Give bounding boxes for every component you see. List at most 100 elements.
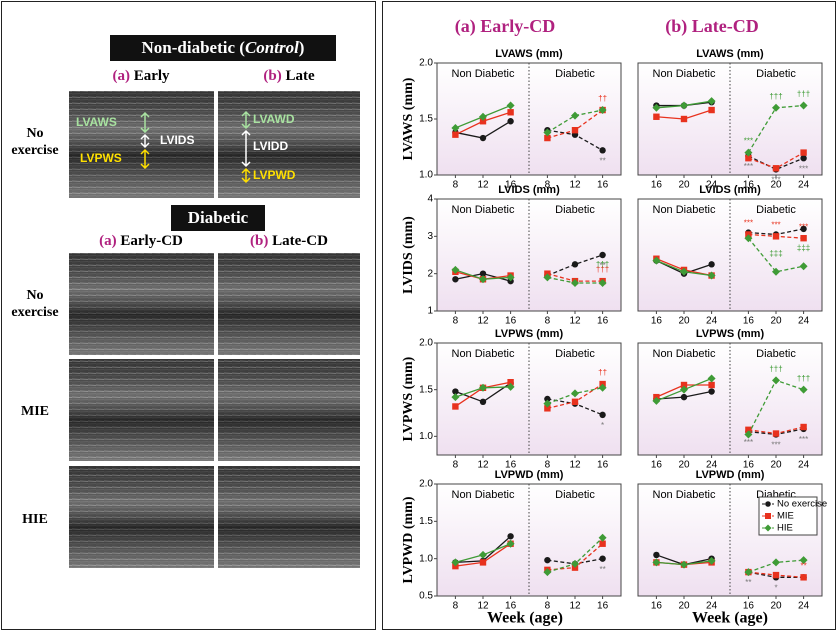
panel-label: Non Diabetic bbox=[452, 68, 515, 80]
x-tick-label: 20 bbox=[678, 460, 690, 471]
x-tick-label: 16 bbox=[505, 601, 517, 612]
y-axis-label: LVPWD (mm) bbox=[401, 496, 416, 583]
x-tick-label: 16 bbox=[743, 460, 755, 471]
data-point bbox=[506, 539, 515, 548]
arrow bbox=[140, 148, 150, 170]
legend-label: No exercise bbox=[777, 499, 827, 510]
x-tick-label: 16 bbox=[743, 180, 755, 191]
significance-mark: ** bbox=[599, 156, 605, 165]
text: Late bbox=[285, 68, 315, 84]
x-tick-label: 24 bbox=[798, 460, 810, 471]
data-point bbox=[571, 389, 579, 398]
y-tick-label: 3 bbox=[427, 231, 433, 242]
panel-label: Diabetic bbox=[555, 68, 595, 80]
left-frame bbox=[1, 1, 376, 630]
image-label: LVPWS bbox=[80, 151, 122, 165]
chart-title: LVPWD (mm) bbox=[696, 469, 765, 481]
panel-label: Diabetic bbox=[555, 489, 595, 501]
panel-label: Non Diabetic bbox=[452, 204, 515, 216]
significance-mark: ††† bbox=[797, 90, 810, 99]
x-tick-label: 8 bbox=[545, 601, 551, 612]
significance-mark: ††† bbox=[596, 265, 609, 274]
panel-label: Diabetic bbox=[555, 204, 595, 216]
x-tick-label: 20 bbox=[770, 316, 782, 327]
significance-mark: †† bbox=[598, 94, 607, 103]
data-point bbox=[507, 118, 514, 125]
echo-images bbox=[69, 91, 360, 568]
significance-mark: * bbox=[601, 421, 604, 430]
data-point bbox=[799, 385, 808, 394]
echo-shade bbox=[69, 359, 214, 461]
y-tick-label: 1.0 bbox=[419, 431, 433, 442]
data-point bbox=[744, 148, 753, 157]
data-point bbox=[744, 568, 753, 577]
panel-label: Non Diabetic bbox=[653, 204, 716, 216]
data-point bbox=[652, 103, 661, 112]
x-tick-label: 16 bbox=[505, 460, 517, 471]
y-axis-label: LVAWS (mm) bbox=[401, 77, 416, 160]
significance-mark: ‡‡‡ bbox=[769, 249, 782, 258]
data-point bbox=[652, 256, 661, 265]
x-tick-label: 8 bbox=[453, 180, 459, 191]
data-point bbox=[708, 106, 715, 114]
data-point bbox=[653, 551, 660, 559]
control-title: Non-diabetic (Control) bbox=[142, 38, 305, 57]
data-point bbox=[479, 398, 487, 405]
x-tick-label: 16 bbox=[597, 601, 609, 612]
x-tick-label: 8 bbox=[545, 460, 551, 471]
x-tick-label: 24 bbox=[798, 180, 810, 191]
data-point bbox=[598, 383, 607, 392]
arrow bbox=[140, 111, 150, 134]
x-tick-label: 12 bbox=[569, 316, 581, 327]
data-point bbox=[599, 251, 606, 259]
data-point bbox=[571, 559, 579, 568]
data-point bbox=[479, 270, 487, 277]
data-point bbox=[800, 423, 807, 431]
data-point bbox=[799, 556, 808, 565]
panel-label: Diabetic bbox=[555, 348, 595, 360]
data-point bbox=[599, 411, 606, 419]
diabetic-title: Diabetic bbox=[188, 208, 249, 227]
data-point bbox=[799, 101, 808, 110]
chart-title: LVAWS (mm) bbox=[495, 48, 563, 60]
data-point bbox=[799, 262, 808, 271]
echo-shade bbox=[218, 91, 360, 198]
legend-marker bbox=[764, 524, 772, 532]
data-point bbox=[543, 273, 552, 282]
data-point bbox=[653, 113, 660, 120]
data-point bbox=[745, 155, 752, 162]
data-point bbox=[800, 225, 807, 233]
row-label-box: No exercise bbox=[11, 126, 58, 158]
data-point bbox=[772, 233, 780, 240]
x-tick-label: 20 bbox=[770, 460, 782, 471]
text: Late-CD bbox=[272, 233, 328, 249]
x-tick-label: 8 bbox=[453, 460, 459, 471]
text: (b) bbox=[263, 68, 281, 84]
arrow bbox=[241, 110, 251, 130]
x-tick-label: 12 bbox=[569, 180, 581, 191]
y-tick-label: 1 bbox=[427, 306, 433, 317]
data-point bbox=[598, 106, 607, 115]
data-point bbox=[599, 147, 606, 154]
diabetic-title-box bbox=[171, 205, 265, 231]
chart-title: LVPWS (mm) bbox=[495, 328, 564, 340]
y-tick-label: 0.5 bbox=[419, 591, 433, 602]
x-tick-label: 24 bbox=[706, 180, 718, 191]
x-tick-label: 16 bbox=[651, 180, 663, 191]
chart-title: LVAWS (mm) bbox=[696, 48, 764, 60]
x-tick-label: 16 bbox=[743, 316, 755, 327]
significance-mark: ††† bbox=[797, 374, 810, 383]
significance-mark: ††† bbox=[596, 260, 609, 269]
data-point bbox=[452, 403, 459, 410]
data-point bbox=[744, 430, 753, 439]
data-point bbox=[479, 275, 487, 284]
chart-title: LVIDS (mm) bbox=[498, 184, 560, 196]
significance-mark: ††† bbox=[769, 364, 782, 373]
row-label-box: No exercise bbox=[11, 288, 59, 320]
row-label: No exercise bbox=[11, 288, 59, 320]
text: Late-CD bbox=[692, 16, 759, 36]
significance-mark: *** bbox=[799, 164, 808, 173]
x-tick-label: 20 bbox=[678, 180, 690, 191]
y-axis-label: LVPWS (mm) bbox=[401, 356, 416, 441]
y-tick-label: 4 bbox=[427, 194, 433, 205]
